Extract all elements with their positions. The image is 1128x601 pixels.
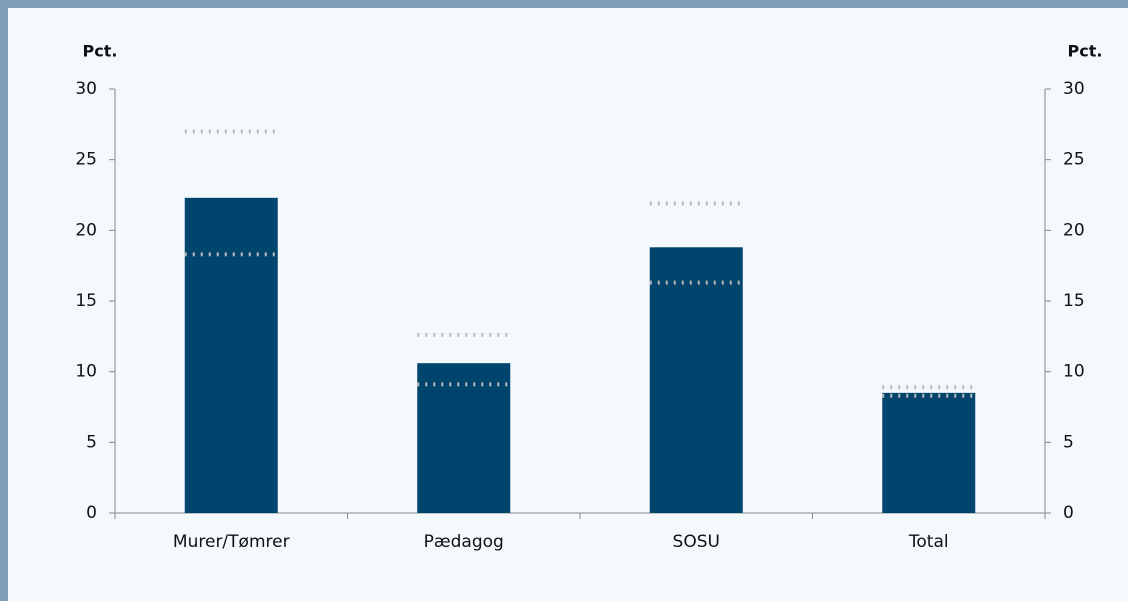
- y2-tick-label: 5: [1063, 432, 1074, 452]
- y-tick-label: 20: [75, 220, 97, 240]
- y2-tick-label: 0: [1063, 503, 1074, 523]
- y-tick-label: 10: [75, 362, 97, 382]
- x-tick-label: Murer/Tømrer: [173, 532, 290, 552]
- bar: [184, 197, 278, 513]
- bar: [649, 247, 743, 513]
- y2-tick-label: 10: [1063, 362, 1085, 382]
- y-axis-label: Pct.: [83, 42, 118, 61]
- bar: [417, 363, 511, 513]
- y2-axis-label: Pct.: [1068, 42, 1103, 61]
- bar: [882, 392, 976, 513]
- y-tick-label: 0: [86, 503, 97, 523]
- y-tick-label: 30: [75, 79, 97, 99]
- y-tick-label: 25: [75, 150, 97, 170]
- y-tick-label: 15: [75, 291, 97, 311]
- y2-tick-label: 15: [1063, 291, 1085, 311]
- y2-tick-label: 30: [1063, 79, 1085, 99]
- x-tick-label: Pædagog: [424, 532, 504, 552]
- x-tick-label: SOSU: [673, 532, 720, 552]
- y-tick-label: 5: [86, 432, 97, 452]
- y2-tick-label: 20: [1063, 220, 1085, 240]
- y2-tick-label: 25: [1063, 150, 1085, 170]
- x-tick-label: Total: [908, 532, 949, 552]
